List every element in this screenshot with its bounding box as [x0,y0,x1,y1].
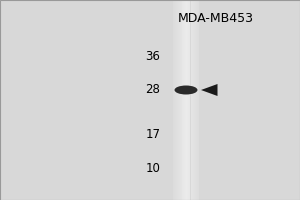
Bar [196,0,197,200]
Bar [190,0,191,200]
Bar [185,0,186,200]
Bar [193,0,194,200]
Bar [181,0,182,200]
Bar [174,0,175,200]
Bar [192,0,193,200]
Bar [197,0,198,200]
Bar [191,0,192,200]
Bar [178,0,179,200]
Bar [165,0,300,200]
Text: MDA-MB453: MDA-MB453 [178,12,254,25]
Bar [198,0,199,200]
Polygon shape [201,84,217,96]
Bar [177,0,178,200]
Bar [0,0,165,200]
Bar [194,0,195,200]
Text: 17: 17 [146,128,160,140]
Ellipse shape [175,85,197,94]
Bar [175,0,176,200]
Bar [188,0,189,200]
Bar [187,0,188,200]
Bar [199,0,200,200]
Bar [186,0,187,200]
Bar [183,0,184,200]
Bar [173,0,174,200]
Bar [189,0,190,200]
Bar [176,0,177,200]
Text: 10: 10 [146,162,160,174]
Text: 36: 36 [146,49,160,62]
Bar [182,0,183,200]
Bar [179,0,180,200]
Text: 28: 28 [146,83,160,96]
Bar [184,0,185,200]
Bar [195,0,196,200]
Bar [180,0,181,200]
Bar [172,0,173,200]
